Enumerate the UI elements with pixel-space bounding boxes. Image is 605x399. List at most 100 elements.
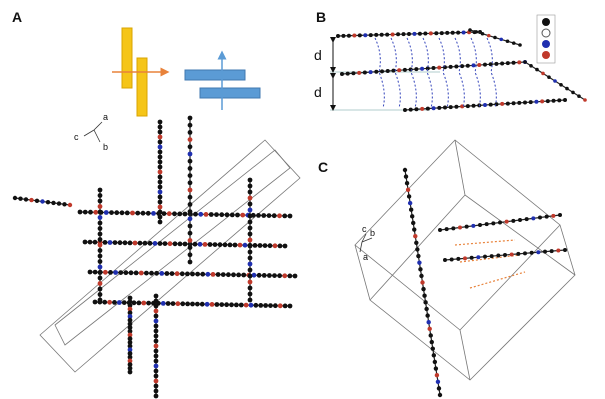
atom	[188, 166, 193, 171]
atom	[523, 60, 527, 64]
atom	[443, 106, 447, 110]
atom	[449, 65, 453, 69]
atom	[113, 270, 118, 275]
atom	[432, 66, 436, 70]
atom	[402, 32, 406, 36]
atom	[553, 79, 557, 83]
atom	[577, 94, 581, 98]
atom	[188, 202, 193, 207]
atom	[248, 298, 253, 303]
atom	[205, 272, 210, 277]
atom	[517, 101, 521, 105]
atom	[293, 274, 298, 279]
atom	[154, 369, 159, 374]
atom	[420, 107, 424, 111]
atom	[273, 303, 278, 308]
atom	[433, 360, 437, 364]
atom	[98, 237, 103, 242]
atom	[154, 304, 159, 309]
atom	[133, 241, 138, 246]
atom	[248, 190, 253, 195]
atom	[552, 99, 556, 103]
atom	[200, 272, 205, 277]
atom	[138, 241, 143, 246]
atom	[418, 267, 422, 271]
contact-lines	[455, 240, 525, 288]
atom	[83, 210, 88, 215]
atom	[161, 301, 166, 306]
atom	[158, 185, 163, 190]
atom	[188, 195, 193, 200]
atom	[485, 222, 489, 226]
atom	[248, 226, 253, 231]
atom	[230, 213, 235, 218]
atom	[465, 225, 469, 229]
atom	[429, 31, 433, 35]
atom	[195, 302, 200, 307]
atom	[440, 31, 444, 35]
atom	[500, 62, 504, 66]
atom	[130, 211, 135, 216]
atom	[414, 67, 418, 71]
atom	[211, 272, 216, 277]
atom	[267, 273, 272, 278]
atom	[426, 107, 430, 111]
atom	[414, 107, 418, 111]
atom	[451, 31, 455, 35]
atom	[340, 72, 344, 76]
atom	[445, 227, 449, 231]
atom	[188, 238, 193, 243]
atom	[214, 302, 219, 307]
atom	[221, 272, 226, 277]
atom	[282, 214, 287, 219]
atom	[430, 340, 434, 344]
atom	[188, 152, 193, 157]
atom	[188, 180, 193, 185]
atom	[385, 33, 389, 37]
atom	[113, 240, 118, 245]
atom	[154, 271, 159, 276]
panel-label: A	[12, 9, 22, 25]
atom	[451, 226, 455, 230]
axis-label: a	[103, 112, 108, 122]
atom	[422, 294, 426, 298]
atom	[158, 170, 163, 175]
atom	[450, 257, 454, 261]
atom	[238, 243, 243, 248]
atom	[154, 354, 159, 359]
atom	[397, 68, 401, 72]
atom	[158, 140, 163, 145]
atom	[98, 193, 103, 198]
atom	[166, 301, 171, 306]
unit-cell	[40, 140, 300, 372]
atom	[158, 155, 163, 160]
atom	[158, 195, 163, 200]
atom	[491, 221, 495, 225]
atom	[386, 69, 390, 73]
atom	[198, 242, 203, 247]
atom	[158, 125, 163, 130]
atom	[407, 194, 411, 198]
atom	[146, 211, 151, 216]
atom	[529, 100, 533, 104]
atom	[500, 102, 504, 106]
atom	[426, 320, 430, 324]
atom	[536, 250, 540, 254]
atom	[200, 302, 205, 307]
atom	[248, 178, 253, 183]
atom	[409, 208, 413, 212]
atom	[114, 210, 119, 215]
atom	[57, 201, 61, 205]
atom	[463, 256, 467, 260]
atom	[18, 197, 22, 201]
atom	[154, 299, 159, 304]
atom	[563, 248, 567, 252]
atom	[88, 210, 93, 215]
atom	[494, 62, 498, 66]
atom	[188, 245, 193, 250]
atom	[98, 204, 103, 209]
atom	[248, 220, 253, 225]
atom	[437, 66, 441, 70]
atom	[416, 254, 420, 258]
atom	[231, 272, 236, 277]
